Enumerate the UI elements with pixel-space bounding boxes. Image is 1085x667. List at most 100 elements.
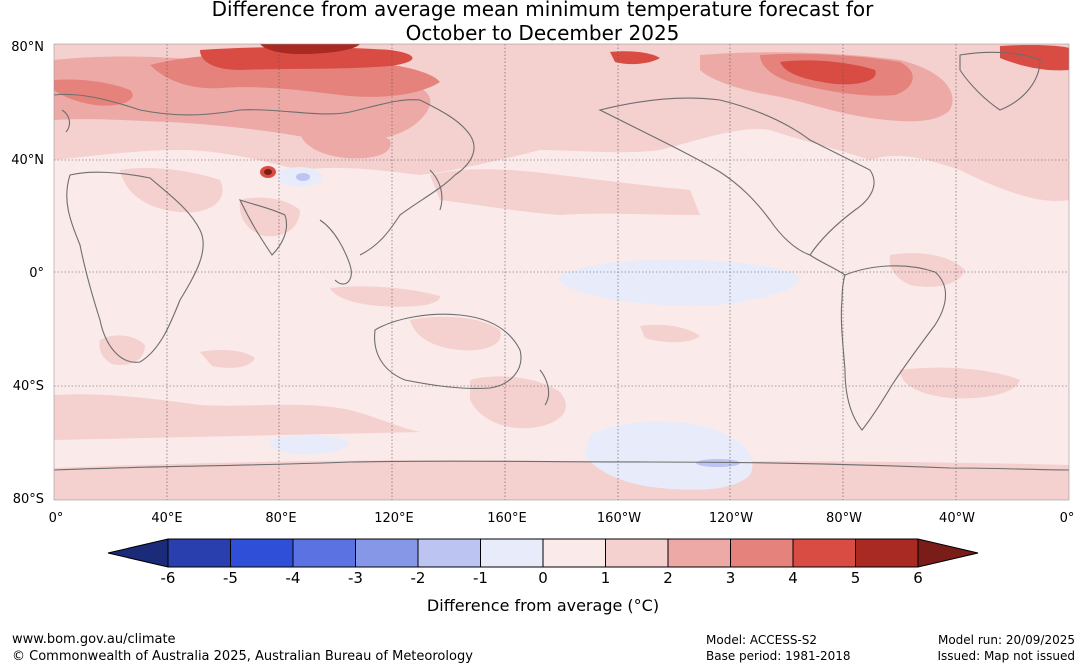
footer-website: www.bom.gov.au/climate (12, 632, 176, 647)
coastline-india (238, 199, 288, 256)
lon-label-160w: 160°W (597, 511, 641, 526)
lat-label-0: 0° (29, 266, 44, 281)
colorbar-tick: -6 (161, 569, 176, 587)
lon-label-80e: 80°E (265, 511, 296, 526)
coastlines (54, 51, 1069, 471)
coastline-south-america (840, 265, 947, 431)
footer-run-info: Model run: 20/09/2025 Issued: Map not is… (937, 632, 1075, 664)
anomaly-region-maritime (330, 286, 440, 307)
colorbar-boxes (168, 539, 918, 567)
lat-label-40n: 40°N (11, 153, 44, 168)
map-title: Difference from average mean minimum tem… (0, 0, 1085, 45)
colorbar-box (418, 539, 481, 567)
colorbar-box (355, 539, 418, 567)
coastline-greenland (959, 51, 1041, 111)
anomaly-region-north-band-pacific (430, 169, 700, 215)
colorbar-tick: 6 (913, 569, 923, 587)
colorbar-tick: 1 (601, 569, 611, 587)
lon-label-120w: 120°W (709, 511, 753, 526)
anomaly-region-pacific-south (640, 324, 700, 343)
colorbar-label: Difference from average (°C) (427, 596, 659, 615)
lat-label-80s: 80°S (13, 492, 44, 507)
colorbar-box (168, 539, 231, 567)
lon-label-0-left: 0° (49, 511, 64, 526)
colorbar-tick: -2 (411, 569, 426, 587)
colorbar-tick: -1 (473, 569, 488, 587)
lon-label-40w: 40°W (939, 511, 975, 526)
anomaly-region-high-asia (610, 51, 660, 65)
anomaly-region-australia-north (410, 316, 501, 351)
anomaly-region-southern-africa (99, 335, 145, 366)
lat-label-40s: 40°S (13, 379, 44, 394)
anomaly-region-arctic-siberia (200, 47, 413, 70)
anomaly-region-madagascar-sea (200, 350, 255, 368)
coastline-australia (374, 313, 522, 389)
colorbar-box (793, 539, 856, 567)
anomaly-region-central-asia (300, 127, 391, 159)
lon-label-40e: 40°E (151, 511, 182, 526)
map-title-line1: Difference from average mean minimum tem… (211, 0, 874, 21)
coastline-uk (61, 109, 71, 133)
footer-model-run: Model run: 20/09/2025 (937, 633, 1075, 647)
anomaly-region-tibet-cool-core (296, 173, 310, 181)
lon-label-160e: 160°E (487, 511, 527, 526)
anomaly-region-antarctic (54, 460, 1069, 500)
coastline-north-america (598, 97, 875, 256)
colorbar-box (730, 539, 793, 567)
anomaly-region-canada-core (780, 60, 876, 85)
map-title-line2: October to December 2025 (405, 21, 680, 45)
coastline-central-america (809, 254, 846, 276)
colorbar-box (230, 539, 293, 567)
colorbar-tick: -5 (223, 569, 238, 587)
colorbar-box (855, 539, 918, 567)
anomaly-region-southern-indian-cool (269, 434, 350, 455)
coastline-japan (429, 169, 443, 211)
coastline-europe-asia (54, 93, 475, 256)
longitude-labels: 0° 40°E 80°E 120°E 160°E 160°W 120°W 80°… (49, 511, 1075, 526)
lat-label-80n: 80°N (11, 40, 44, 55)
anomaly-region-karakoram-warm-core (264, 169, 272, 175)
anomaly-region-europe (54, 79, 133, 106)
footer-credits: www.bom.gov.au/climate © Commonwealth of… (12, 631, 473, 665)
colorbar-high-extend (918, 539, 978, 567)
colorbar-low-extend (108, 539, 168, 567)
colorbar-tick: 0 (538, 569, 548, 587)
colorbar-tick: 4 (788, 569, 798, 587)
anomaly-region-southern-pacific-cool (585, 421, 753, 490)
colorbar-tick: 3 (726, 569, 736, 587)
colorbar-box (543, 539, 606, 567)
coastline-africa (66, 171, 204, 363)
anomaly-region-equatorial-pacific-cool (559, 259, 800, 306)
colorbar-tick: 2 (663, 569, 673, 587)
coastline-se-asia (319, 219, 352, 285)
colorbar-box (480, 539, 543, 567)
colorbar: -6 -5 -4 -3 -2 -1 0 1 2 3 4 5 6 Differen… (107, 538, 979, 615)
lon-label-80w: 80°W (826, 511, 862, 526)
footer-issued: Issued: Map not issued (937, 649, 1075, 663)
lon-label-0-right: 0° (1060, 511, 1075, 526)
colorbar-box (293, 539, 356, 567)
anomaly-region-australia-south (470, 376, 566, 429)
latitude-labels: 80°N 40°N 0° 40°S 80°S (11, 40, 44, 507)
colorbar-dividers (167, 539, 919, 567)
anomaly-region-southern-ocean (54, 394, 420, 440)
anomaly-region-southern-pacific-cool-core (696, 459, 740, 467)
map-gridlines (54, 44, 1069, 500)
coastline-new-zealand (539, 369, 550, 406)
colorbar-box (605, 539, 668, 567)
colorbar-box (668, 539, 731, 567)
footer-model-info: Model: ACCESS-S2 Base period: 1981-2018 (706, 632, 851, 664)
colorbar-tick: -4 (286, 569, 301, 587)
map-frame (53, 43, 1070, 501)
footer-base-period: Base period: 1981-2018 (706, 649, 851, 663)
colorbar-tick: 5 (851, 569, 861, 587)
lon-label-120e: 120°E (374, 511, 414, 526)
colorbar-tick: -3 (348, 569, 363, 587)
coastline-antarctica (54, 460, 1069, 471)
anomaly-region-africa-north (120, 168, 223, 213)
footer-model: Model: ACCESS-S2 (706, 633, 818, 647)
anomaly-region-arctic-top (260, 44, 360, 54)
anomaly-region-south-atlantic (900, 367, 1020, 399)
colorbar-tick-labels: -6 -5 -4 -3 -2 -1 0 1 2 3 4 5 6 (161, 569, 923, 587)
